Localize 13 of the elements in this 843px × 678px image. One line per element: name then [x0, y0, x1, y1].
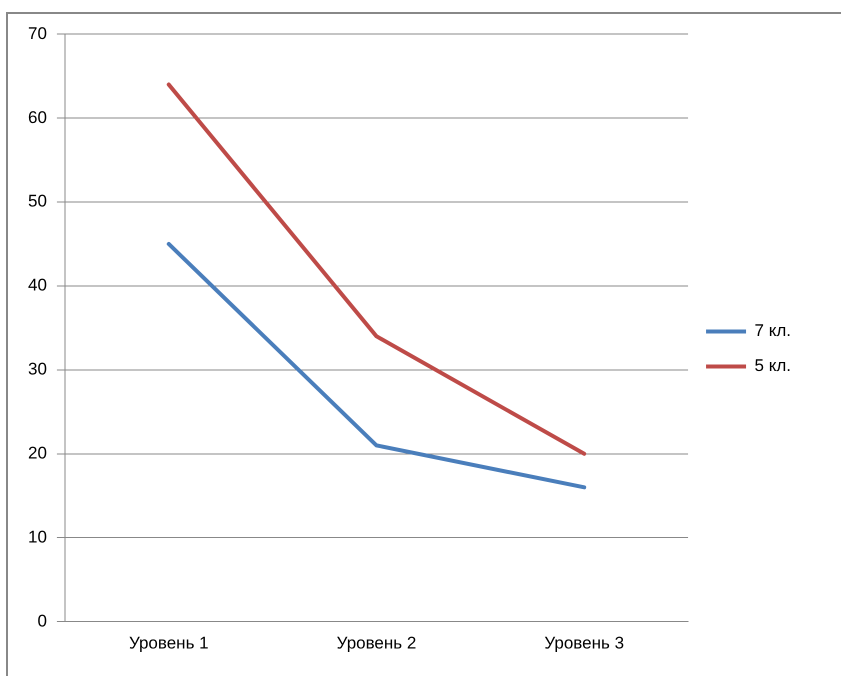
y-tick-label: 70 [28, 24, 47, 43]
y-tick-label: 60 [28, 108, 47, 127]
x-tick-label: Уровень 3 [544, 633, 624, 652]
legend-label: 5 кл. [754, 356, 792, 376]
y-tick-label: 0 [37, 611, 47, 630]
x-tick-label: Уровень 1 [128, 633, 209, 652]
y-tick-label: 10 [28, 527, 47, 546]
legend-label: 7 кл. [754, 321, 792, 340]
y-tick-label: 40 [28, 276, 47, 295]
y-tick-label: 30 [28, 360, 47, 379]
y-tick-label: 50 [28, 192, 47, 211]
y-tick-label: 20 [28, 443, 47, 462]
x-tick-label: Уровень 2 [336, 633, 416, 652]
